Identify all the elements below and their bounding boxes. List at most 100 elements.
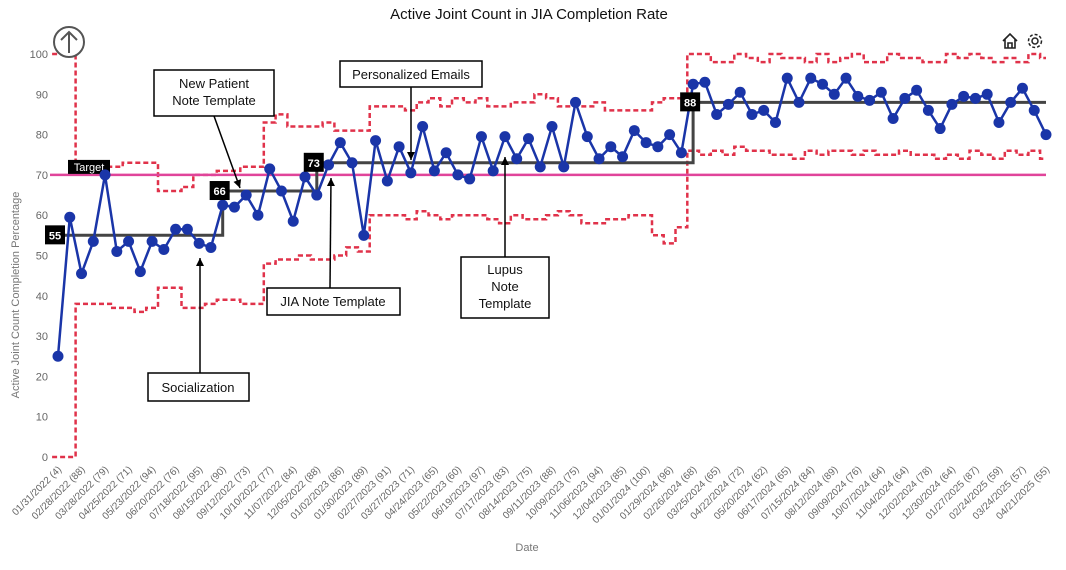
data-point: [628, 125, 640, 137]
data-point: [405, 167, 417, 179]
x-axis-label: Date: [515, 542, 538, 554]
annotation-text: Lupus: [487, 262, 523, 277]
data-point: [852, 90, 864, 102]
data-point: [111, 245, 123, 257]
data-point: [440, 147, 452, 159]
y-tick-label: 70: [36, 170, 48, 182]
data-point: [323, 159, 335, 171]
data-point: [581, 131, 593, 143]
data-point: [252, 209, 264, 221]
data-point: [511, 153, 523, 165]
annotation-text: Socialization: [162, 380, 235, 395]
data-point: [428, 165, 440, 177]
arrow-up-button[interactable]: [53, 26, 85, 58]
data-point: [64, 211, 76, 223]
annotation-arrowhead: [233, 179, 242, 188]
data-point: [240, 189, 252, 201]
annotation-text: JIA Note Template: [280, 294, 385, 309]
y-tick-label: 90: [36, 89, 48, 101]
data-point: [769, 117, 781, 129]
center-line: [50, 100, 1046, 237]
y-tick-label: 30: [36, 331, 48, 343]
y-tick-label: 20: [36, 371, 48, 383]
annotation-text: Note Template: [172, 93, 256, 108]
data-point: [875, 86, 887, 98]
annotations: New Patient Note Template Personalized Ema…: [147, 60, 550, 402]
data-point: [452, 169, 464, 181]
data-point: [158, 243, 170, 255]
annotation-box: [266, 287, 401, 316]
gear-icon: [1027, 33, 1043, 49]
lower-control-limit: [52, 145, 1046, 459]
data-point: [299, 171, 311, 183]
target-label: Target: [74, 162, 105, 174]
center-line-badge: [680, 92, 701, 112]
data-point: [652, 141, 664, 153]
y-tick-label: 100: [30, 49, 48, 61]
center-line-badge-label: 66: [214, 186, 226, 198]
center-line-badge-label: 88: [684, 97, 696, 109]
settings-button[interactable]: [1024, 30, 1046, 52]
data-point: [381, 175, 393, 187]
x-axis: 01/31/2022 (4)02/28/2022 (88)03/28/2022 …: [10, 464, 1052, 526]
data-point: [464, 173, 476, 185]
data-point: [334, 137, 346, 149]
data-point: [758, 104, 770, 116]
annotation-box: [147, 372, 250, 402]
data-point: [605, 141, 617, 153]
data-point: [981, 88, 993, 100]
data-point: [1040, 129, 1052, 141]
data-point: [664, 129, 676, 141]
data-point: [217, 199, 229, 211]
annotation-box: [153, 69, 275, 117]
y-tick-label: 50: [36, 251, 48, 263]
data-point: [746, 108, 758, 120]
data-point: [558, 161, 570, 173]
annotation-arrow: [213, 115, 241, 189]
annotation-text: Personalized Emails: [352, 67, 470, 82]
data-point: [969, 92, 981, 104]
data-point: [287, 215, 299, 227]
center-line-badges: 55 66 73 88: [45, 92, 701, 245]
home-icon: [1002, 32, 1018, 49]
annotation-text: Note: [491, 279, 518, 294]
data-point: [264, 163, 276, 175]
data-point: [417, 121, 429, 133]
annotation-text: New Patient: [179, 76, 249, 91]
center-line-badge-label: 73: [308, 158, 320, 170]
data-point: [181, 223, 193, 235]
data-point: [370, 135, 382, 147]
data-point: [617, 151, 629, 163]
data-point: [711, 108, 723, 120]
annotation-box: [339, 60, 483, 88]
data-point: [475, 131, 487, 143]
data-point: [123, 235, 135, 247]
data-point: [722, 98, 734, 110]
data-point: [311, 189, 323, 201]
y-axis-label: Active Joint Count Completion Percentage: [10, 192, 22, 399]
center-line-badge: [209, 181, 230, 201]
annotation-arrowhead: [196, 258, 204, 266]
center-line-badge: [45, 225, 65, 245]
data-point: [346, 157, 358, 169]
data-point: [205, 241, 217, 253]
data-point: [993, 117, 1005, 129]
center-line-badge-label: 55: [49, 230, 61, 242]
data-point: [922, 104, 934, 116]
annotation-arrowhead: [326, 178, 335, 187]
annotation-arrow: [329, 177, 332, 289]
annotation-box: [460, 256, 550, 319]
target-line-group: Target: [50, 159, 1046, 177]
data-point: [52, 350, 64, 362]
data-point: [570, 96, 582, 108]
home-button[interactable]: [999, 30, 1021, 52]
data-point: [358, 229, 370, 241]
data-point: [170, 223, 182, 235]
data-point: [687, 78, 699, 90]
data-point: [522, 133, 534, 145]
center-line-path: [50, 100, 1046, 237]
data-point: [887, 112, 899, 124]
data-point: [193, 237, 205, 249]
data-point: [146, 235, 158, 247]
